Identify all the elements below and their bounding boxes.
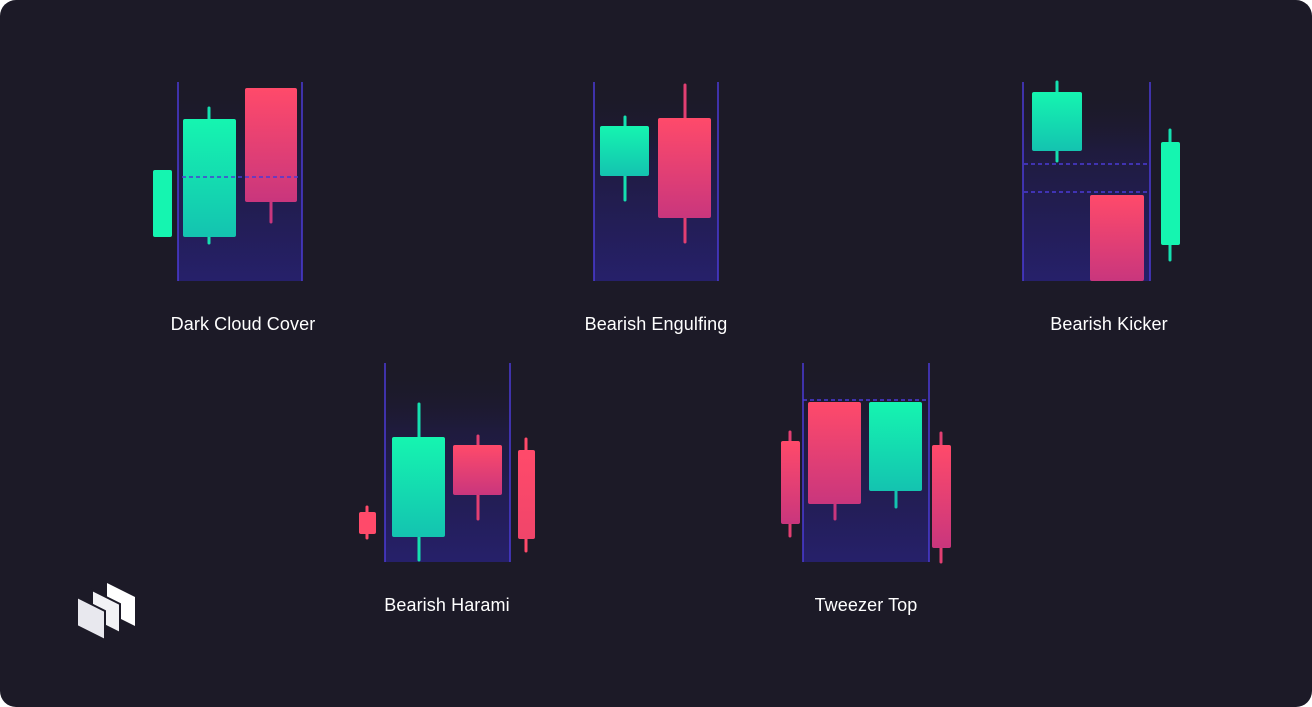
candle-bullish bbox=[869, 402, 922, 491]
pattern-bearish-harami bbox=[359, 363, 535, 562]
pattern-dark-cloud-cover bbox=[153, 82, 303, 281]
candle-bearish bbox=[658, 118, 711, 218]
candle-bullish bbox=[183, 119, 236, 237]
pattern-bearish-engulfing bbox=[593, 82, 719, 281]
candle-bearish bbox=[359, 512, 376, 534]
candle-bearish bbox=[518, 450, 535, 539]
pattern-tweezer-top bbox=[781, 363, 951, 564]
candle-bearish bbox=[245, 88, 297, 202]
candle-bullish bbox=[1032, 92, 1082, 151]
pattern-label-bearish-kicker: Bearish Kicker bbox=[1050, 314, 1168, 334]
pattern-bearish-kicker bbox=[1022, 80, 1180, 281]
candle-bearish bbox=[808, 402, 861, 504]
pattern-label-bearish-harami: Bearish Harami bbox=[384, 595, 510, 615]
pattern-label-tweezer-top: Tweezer Top bbox=[814, 595, 918, 615]
pattern-label-bearish-engulfing: Bearish Engulfing bbox=[584, 314, 728, 334]
candle-bearish bbox=[781, 441, 800, 524]
candle-bearish bbox=[932, 445, 951, 548]
candle-bearish bbox=[1090, 195, 1144, 281]
stacked-cards-logo-icon bbox=[76, 583, 135, 642]
candle-bullish bbox=[392, 437, 445, 537]
pattern-label-dark-cloud-cover: Dark Cloud Cover bbox=[170, 314, 316, 334]
candle-bullish bbox=[600, 126, 649, 176]
candle-bullish bbox=[153, 170, 172, 237]
candle-bullish bbox=[1161, 142, 1180, 245]
candle-bearish bbox=[453, 445, 502, 495]
